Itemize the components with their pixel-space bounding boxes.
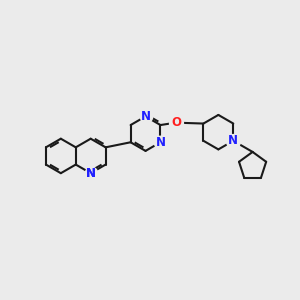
Text: O: O	[171, 116, 181, 129]
Text: N: N	[228, 134, 238, 147]
Text: N: N	[86, 167, 96, 180]
Text: N: N	[155, 136, 166, 149]
Text: N: N	[140, 110, 151, 123]
Text: N: N	[86, 167, 96, 180]
